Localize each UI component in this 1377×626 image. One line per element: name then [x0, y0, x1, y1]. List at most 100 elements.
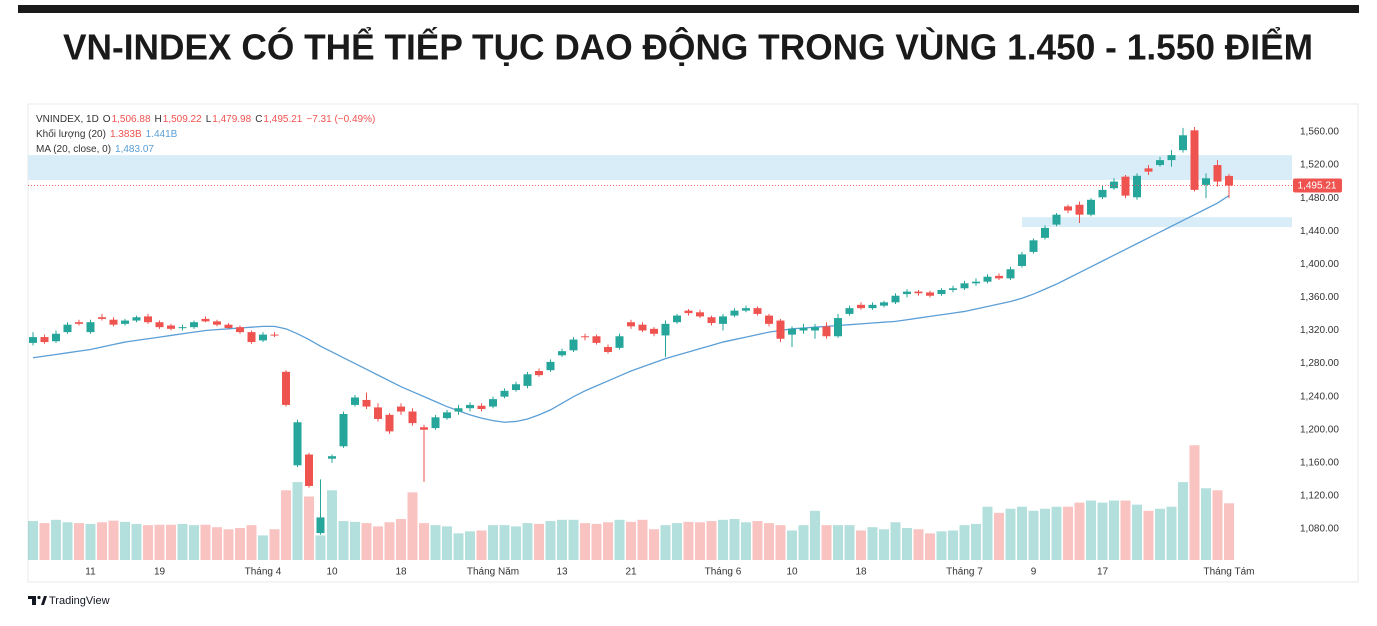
volume-bar — [258, 535, 268, 560]
volume-bar — [1086, 500, 1096, 560]
volume-bar — [936, 531, 947, 560]
volume-bar — [1017, 506, 1027, 560]
candle-body — [558, 351, 566, 356]
volume-bar — [775, 525, 786, 560]
x-tick-label: 18 — [855, 567, 867, 578]
candle-body — [903, 291, 911, 295]
y-tick-label: 1,520.00 — [1300, 160, 1339, 171]
legend-line: VNINDEX, 1D O1,506.88 H1,509.22 L1,479.98 C1… — [36, 114, 375, 125]
volume-bar — [189, 525, 199, 560]
candle-body — [983, 276, 992, 282]
volume-bar — [856, 530, 866, 560]
candle-body — [776, 320, 785, 339]
candle-body — [592, 336, 601, 343]
candle-body — [661, 323, 670, 336]
candle-body — [1225, 175, 1233, 186]
volume-bar — [235, 528, 245, 560]
brand: TradingView — [49, 595, 110, 607]
volume-bar — [269, 529, 280, 560]
volume-bar — [695, 522, 705, 560]
candle-body — [224, 324, 233, 328]
candle-body — [408, 411, 417, 424]
volume-bar — [959, 525, 970, 560]
y-tick-label: 1,240.00 — [1300, 391, 1339, 402]
chart-title: VN-INDEX CÓ THỂ TIẾP TỤC DAO ĐỘNG TRONG … — [63, 26, 1313, 68]
volume-bar — [1189, 445, 1200, 560]
candle-body — [765, 315, 773, 324]
volume-bar — [1132, 504, 1142, 560]
candle-body — [213, 321, 221, 325]
volume-bar — [166, 524, 176, 560]
candle-body — [742, 308, 750, 311]
volume-bar — [798, 525, 809, 560]
candle-body — [512, 384, 520, 391]
volume-bar — [223, 529, 234, 560]
candle-body — [546, 361, 555, 371]
volume-bar — [315, 535, 326, 560]
volume-bar — [718, 519, 728, 560]
x-tick-label: Tháng Năm — [467, 567, 519, 578]
candle-body — [52, 333, 60, 342]
candle-body — [247, 332, 256, 343]
candle-body — [155, 322, 164, 328]
candle-body — [1156, 160, 1164, 166]
legend-item: 1,483.07 — [115, 144, 154, 155]
candle-body — [132, 317, 141, 321]
candle-body — [638, 324, 647, 331]
volume-bar — [246, 525, 257, 560]
volume-bar — [925, 533, 935, 560]
candle-body — [500, 390, 509, 397]
y-tick-label: 1,560.00 — [1300, 127, 1339, 138]
candle-body — [316, 517, 325, 534]
volume-bar — [1143, 510, 1154, 560]
volume-bar — [1212, 490, 1223, 560]
x-tick-label: 17 — [1097, 567, 1109, 578]
candle-body — [374, 407, 382, 419]
candle-body — [696, 312, 704, 317]
volume-bar — [534, 523, 544, 560]
y-tick-label: 1,440.00 — [1300, 226, 1339, 237]
candle-body — [1098, 189, 1107, 198]
candle-body — [523, 374, 532, 386]
x-tick-label: Tháng Tám — [1204, 567, 1255, 578]
y-tick-label: 1,360.00 — [1300, 292, 1339, 303]
candle-body — [385, 414, 394, 432]
y-tick-label: 1,400.00 — [1300, 259, 1339, 270]
candle-body — [454, 408, 463, 412]
candle-body — [201, 318, 210, 322]
candle-body — [144, 316, 152, 323]
candle-body — [351, 397, 359, 405]
volume-bar — [350, 521, 360, 560]
volume-bar — [212, 527, 222, 560]
candle-body — [1179, 135, 1187, 151]
candle-body — [109, 319, 118, 325]
candle-body — [811, 327, 819, 331]
volume-bar — [396, 519, 406, 560]
candle-body — [926, 292, 934, 296]
volume-bar — [361, 523, 372, 560]
volume-bar — [821, 525, 832, 560]
legend-item: 1,506.88 — [112, 114, 151, 125]
candle-body — [1202, 178, 1210, 185]
candle-body — [1110, 181, 1118, 189]
volume-bar — [453, 533, 464, 560]
x-tick-label: 18 — [395, 567, 407, 578]
volume-bar — [741, 522, 751, 560]
candle-body — [650, 328, 658, 334]
volume-bar — [971, 523, 981, 560]
candle-body — [719, 316, 727, 324]
x-tick-label: 11 — [85, 567, 96, 578]
candle-body — [293, 422, 302, 466]
legend-item: O — [103, 114, 111, 125]
legend-item: 1,495.21 — [263, 114, 302, 125]
x-tick-label: 13 — [556, 567, 568, 578]
candle-body — [673, 315, 681, 323]
candle-body — [753, 308, 762, 314]
volume-bar — [994, 512, 1004, 560]
candle-body — [305, 454, 313, 486]
candle-body — [362, 399, 371, 407]
candle-body — [167, 325, 175, 329]
candle-body — [615, 336, 624, 348]
candle-body — [86, 322, 95, 333]
